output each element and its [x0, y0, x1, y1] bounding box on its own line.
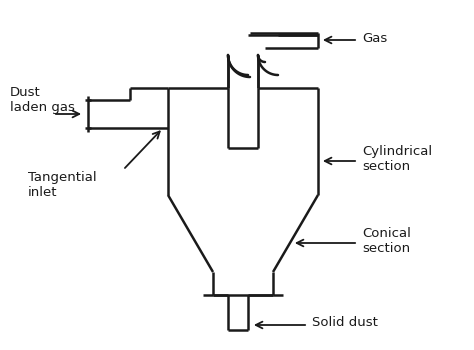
- Text: Conical
section: Conical section: [362, 227, 411, 255]
- Text: Solid dust: Solid dust: [312, 316, 378, 329]
- Text: Cylindrical
section: Cylindrical section: [362, 145, 432, 173]
- Text: Tangential
inlet: Tangential inlet: [28, 171, 97, 199]
- Text: Dust
laden gas: Dust laden gas: [10, 86, 75, 114]
- Text: Gas: Gas: [362, 32, 387, 44]
